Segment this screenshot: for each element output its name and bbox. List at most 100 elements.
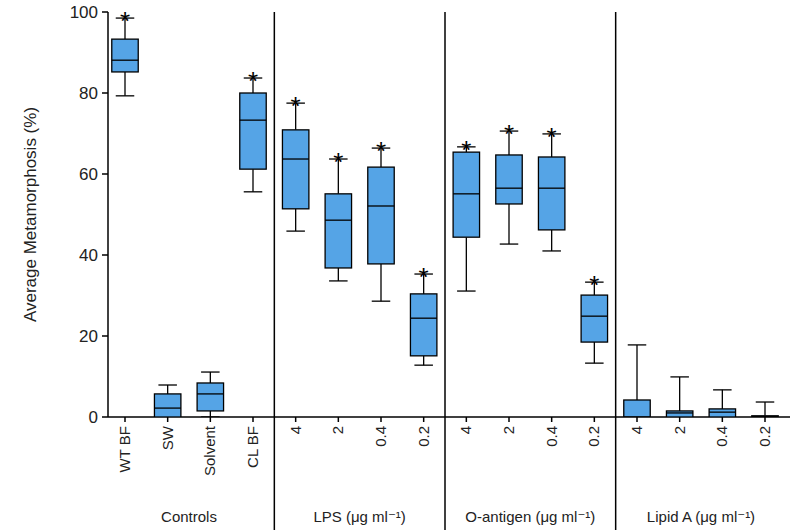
whisker-cap-upper	[158, 384, 177, 385]
box	[453, 152, 479, 237]
significance-mark: *	[419, 262, 429, 292]
y-tick-label: 40	[79, 246, 98, 265]
boxes	[112, 18, 778, 417]
median-line	[154, 407, 180, 408]
whisker-cap-lower	[329, 280, 348, 281]
whisker-lower	[338, 268, 339, 281]
whisker-cap-lower	[414, 365, 433, 366]
y-tick-label: 100	[70, 3, 98, 22]
whisker-cap-lower	[542, 250, 561, 251]
whisker-cap-lower	[372, 301, 391, 302]
median-line	[538, 188, 564, 189]
x-tick-label: SW	[159, 425, 176, 450]
whisker-cap-lower	[244, 191, 263, 192]
significance-mark: *	[504, 119, 514, 149]
whisker-cap-lower	[500, 243, 519, 244]
y-tick-label: 20	[79, 327, 98, 346]
whisker-lower	[551, 230, 552, 251]
y-axis-line	[107, 12, 109, 417]
x-tick	[764, 417, 766, 422]
x-tick	[551, 417, 553, 422]
box	[112, 39, 138, 72]
x-tick	[124, 417, 126, 422]
x-tick-label: 0.2	[756, 426, 773, 447]
whisker-cap-lower	[457, 290, 476, 291]
x-tick-label: 2	[329, 426, 346, 434]
median-line	[197, 393, 223, 394]
whisker-upper	[210, 372, 211, 383]
x-tick-label: 0.4	[372, 426, 389, 447]
box	[410, 294, 436, 356]
box	[666, 411, 692, 417]
significance-mark: *	[589, 270, 599, 300]
median-line	[282, 158, 308, 159]
x-tick	[636, 417, 638, 422]
whisker-upper	[167, 385, 168, 394]
x-tick-label: 0.4	[543, 426, 560, 447]
x-tick	[252, 417, 254, 422]
x-tick-label: 0.2	[585, 426, 602, 447]
median-line	[666, 412, 692, 413]
x-tick-label: Solvent	[201, 425, 218, 476]
significance-mark: *	[120, 6, 130, 36]
whisker-cap-upper	[756, 401, 775, 402]
group-divider	[444, 12, 446, 530]
whisker-cap-upper	[670, 376, 689, 377]
x-tick	[167, 417, 169, 422]
significance-mark: *	[376, 136, 386, 166]
whisker-lower	[380, 264, 381, 301]
whisker-upper	[722, 390, 723, 409]
y-tick-label: 80	[79, 84, 98, 103]
group-divider	[615, 12, 617, 530]
whisker-lower	[124, 72, 125, 96]
median-line	[112, 60, 138, 61]
whisker-lower	[466, 237, 467, 291]
whisker-cap-lower	[116, 95, 135, 96]
significance-mark: *	[333, 147, 343, 177]
significance-mark: *	[248, 66, 258, 96]
box	[325, 194, 351, 268]
y-tick	[102, 92, 108, 94]
significance-mark: *	[547, 122, 557, 152]
median-line	[240, 119, 266, 120]
whisker-lower	[508, 204, 509, 244]
x-tick	[594, 417, 596, 422]
y-tick	[102, 416, 108, 418]
median-line	[624, 416, 650, 417]
box	[624, 400, 650, 417]
whisker-cap-upper	[201, 371, 220, 372]
y-tick	[102, 173, 108, 175]
x-tick	[722, 417, 724, 422]
whisker-cap-upper	[628, 344, 647, 345]
significance-mark: *	[291, 91, 301, 121]
box	[752, 416, 778, 417]
x-tick-label: 4	[287, 426, 304, 434]
median-line	[752, 416, 778, 417]
box	[282, 130, 308, 209]
y-tick-label: 0	[89, 408, 98, 427]
chart: 0 20 40 60 80 100 Average Metamorphosis (%) Con…	[0, 0, 800, 530]
box	[154, 394, 180, 417]
whisker-lower	[210, 411, 211, 417]
group-label: Lipid A (μg ml⁻¹)	[647, 508, 755, 525]
median-line	[581, 316, 607, 317]
whisker-upper	[679, 377, 680, 411]
x-tick	[380, 417, 382, 422]
whisker-upper	[764, 402, 765, 416]
x-tick	[679, 417, 681, 422]
x-tick	[338, 417, 340, 422]
group-label: Controls	[161, 508, 217, 525]
whisker-cap-upper	[713, 389, 732, 390]
x-tick-label: WT BF	[116, 426, 133, 472]
x-tick	[423, 417, 425, 422]
median-line	[453, 193, 479, 194]
significance-mark: *	[461, 135, 471, 165]
x-tick-label: 2	[671, 426, 688, 434]
median-line	[368, 205, 394, 206]
y-tick-label: 60	[79, 165, 98, 184]
y-axis-title: Average Metamorphosis (%)	[21, 107, 40, 322]
x-tick	[466, 417, 468, 422]
x-tick	[210, 417, 212, 422]
y-tick	[102, 335, 108, 337]
x-tick	[508, 417, 510, 422]
